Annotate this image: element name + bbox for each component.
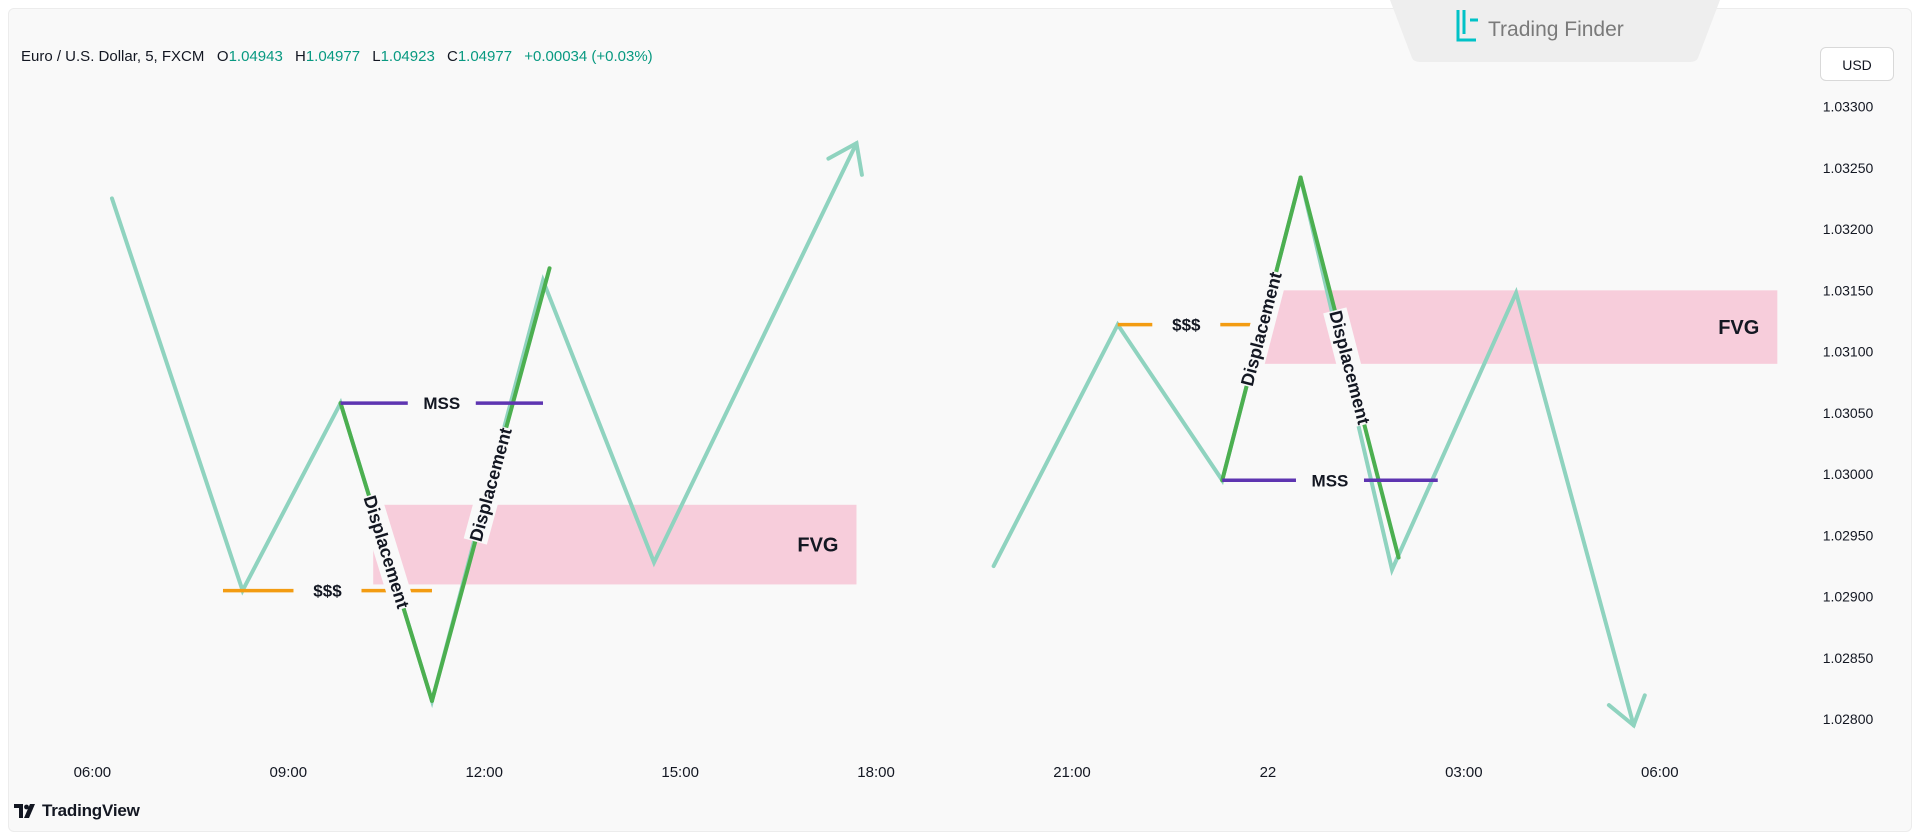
currency-button[interactable]: USD — [1820, 47, 1894, 81]
symbol-name[interactable]: Euro / U.S. Dollar, 5, FXCM — [21, 48, 205, 65]
liquidity-level-label-bg — [293, 576, 362, 605]
liquidity-level-label-bg — [1152, 310, 1221, 339]
close-value: 1.04977 — [457, 48, 513, 65]
x-tick-label: 06:00 — [74, 764, 112, 781]
x-tick-label: 18:00 — [857, 764, 895, 781]
mss-level-label-bg — [1295, 466, 1364, 495]
high-value: 1.04977 — [305, 48, 361, 65]
y-tick-label: 1.03000 — [1823, 466, 1874, 482]
open-value: 1.04943 — [228, 48, 283, 65]
y-tick-label: 1.02950 — [1823, 527, 1874, 543]
arrow-head-icon — [826, 140, 864, 177]
mss-level-label: MSS — [423, 394, 460, 413]
open-label: O — [216, 48, 229, 65]
y-tick-label: 1.02800 — [1823, 711, 1874, 727]
mss-level-label: MSS — [1312, 471, 1349, 490]
liquidity-level-label: $$$ — [1172, 316, 1201, 335]
trading-finder-name: Trading Finder — [1488, 18, 1624, 41]
tradingview-icon — [14, 804, 35, 818]
x-tick-label: 15:00 — [661, 764, 699, 781]
displacement-label-bg — [463, 424, 518, 545]
y-tick-label: 1.03200 — [1823, 221, 1874, 237]
fvg-label: FVG — [797, 535, 838, 557]
trading-finder-logo: Trading Finder — [1390, 0, 1720, 62]
fvg-label: FVG — [1718, 317, 1759, 339]
price-path-line — [991, 177, 1636, 728]
y-tick-label: 1.03300 — [1823, 99, 1874, 115]
displacement-label-bg — [357, 492, 416, 612]
change-value: +0.00034 (+0.03%) — [524, 48, 653, 65]
y-tick-label: 1.03150 — [1823, 282, 1874, 298]
close-label: C — [446, 48, 458, 65]
x-tick-label: 12:00 — [465, 764, 503, 781]
mss-level-label-bg — [407, 389, 476, 418]
displacement-label-bg — [1234, 268, 1288, 390]
x-tick-label: 06:00 — [1641, 764, 1679, 781]
low-value: 1.04923 — [380, 48, 435, 65]
tradingview-wordmark: TradingView — [42, 801, 140, 820]
displacement-label-bg — [1323, 307, 1376, 428]
y-tick-label: 1.03100 — [1823, 344, 1874, 360]
y-tick-label: 1.03050 — [1823, 405, 1874, 421]
price-path-line — [109, 141, 859, 709]
y-tick-label: 1.02900 — [1823, 589, 1874, 605]
trading-finder-icon — [1456, 10, 1478, 42]
arrow-head-icon — [1606, 693, 1647, 729]
fvg-zone — [373, 504, 857, 585]
x-tick-label: 22 — [1260, 764, 1277, 781]
tradingview-logo[interactable]: TradingView — [14, 800, 140, 822]
y-tick-label: 1.03250 — [1823, 160, 1874, 176]
chart-frame — [8, 8, 1912, 832]
low-label: L — [372, 48, 381, 65]
liquidity-level-label: $$$ — [313, 582, 342, 601]
symbol-header: Euro / U.S. Dollar, 5, FXCM O1.04943 H1.… — [21, 48, 661, 65]
x-tick-label: 21:00 — [1053, 764, 1091, 781]
x-tick-label: 09:00 — [270, 764, 308, 781]
y-tick-label: 1.02850 — [1823, 650, 1874, 666]
x-tick-label: 03:00 — [1445, 764, 1483, 781]
high-label: H — [294, 48, 306, 65]
